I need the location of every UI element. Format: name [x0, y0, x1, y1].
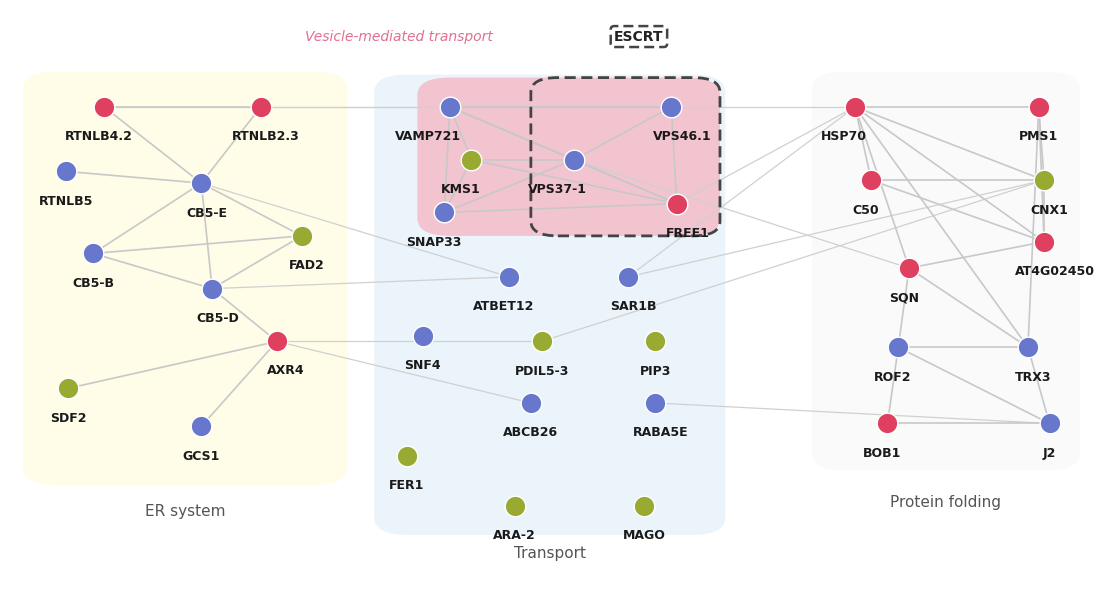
Point — [60, 383, 77, 393]
Text: PIP3: PIP3 — [639, 365, 671, 378]
Text: RTNLB5: RTNLB5 — [39, 195, 94, 208]
Text: ER system: ER system — [144, 504, 225, 519]
Text: ABCB26: ABCB26 — [504, 426, 559, 439]
Text: C50: C50 — [853, 204, 879, 217]
Text: ROF2: ROF2 — [874, 370, 911, 383]
Text: RTNLB2.3: RTNLB2.3 — [233, 130, 300, 143]
Point — [900, 263, 918, 273]
Text: FER1: FER1 — [389, 479, 424, 492]
Text: AT4G02450: AT4G02450 — [1015, 265, 1095, 278]
Text: FAD2: FAD2 — [290, 259, 325, 272]
Text: CB5-E: CB5-E — [186, 207, 227, 220]
Text: ARA-2: ARA-2 — [494, 529, 536, 542]
Point — [95, 102, 112, 112]
Point — [636, 501, 653, 510]
Point — [268, 337, 285, 346]
Text: KMS1: KMS1 — [441, 183, 480, 196]
Point — [662, 102, 680, 112]
Text: BOB1: BOB1 — [863, 447, 901, 460]
Point — [1035, 176, 1052, 185]
FancyBboxPatch shape — [375, 75, 725, 535]
Point — [878, 419, 896, 428]
Text: VPS37-1: VPS37-1 — [528, 183, 587, 196]
Point — [463, 155, 480, 164]
Text: TRX3: TRX3 — [1015, 370, 1051, 383]
Text: SQN: SQN — [888, 292, 919, 305]
Point — [1035, 237, 1052, 246]
Text: SNAP33: SNAP33 — [406, 236, 462, 249]
Text: MAGO: MAGO — [623, 529, 666, 542]
Text: J2: J2 — [1042, 447, 1056, 460]
Point — [863, 176, 880, 185]
Text: CB5-B: CB5-B — [73, 277, 115, 290]
Point — [619, 272, 637, 282]
FancyBboxPatch shape — [23, 72, 347, 485]
Point — [293, 231, 311, 240]
Text: VAMP721: VAMP721 — [396, 130, 462, 143]
Point — [435, 208, 453, 217]
Point — [414, 331, 432, 340]
Text: SNF4: SNF4 — [404, 359, 441, 372]
Text: ESCRT: ESCRT — [614, 29, 663, 44]
Text: HSP70: HSP70 — [821, 130, 867, 143]
Text: CNX1: CNX1 — [1030, 204, 1069, 217]
Text: PDIL5-3: PDIL5-3 — [515, 365, 569, 378]
Point — [1019, 343, 1037, 352]
Text: Protein folding: Protein folding — [890, 495, 1002, 510]
FancyBboxPatch shape — [418, 78, 720, 236]
Point — [846, 102, 864, 112]
FancyBboxPatch shape — [812, 72, 1080, 471]
Point — [1030, 102, 1048, 112]
Point — [889, 343, 907, 352]
Text: GCS1: GCS1 — [183, 450, 220, 463]
Point — [57, 167, 75, 176]
Point — [252, 102, 270, 112]
Text: VPS46.1: VPS46.1 — [652, 130, 712, 143]
Text: Vesicle-mediated transport: Vesicle-mediated transport — [305, 29, 493, 44]
Point — [522, 398, 540, 408]
Text: RABA5E: RABA5E — [633, 426, 689, 439]
Point — [193, 422, 210, 431]
Text: Transport: Transport — [515, 546, 586, 561]
Point — [441, 102, 458, 112]
Point — [398, 451, 415, 461]
Point — [668, 199, 685, 209]
Text: FREE1: FREE1 — [666, 227, 710, 240]
Point — [1040, 419, 1058, 428]
Text: PMS1: PMS1 — [1019, 130, 1058, 143]
Point — [646, 398, 663, 408]
Text: SDF2: SDF2 — [50, 412, 87, 425]
Point — [565, 155, 583, 164]
Point — [646, 337, 663, 346]
Point — [506, 501, 523, 510]
Point — [500, 272, 518, 282]
Point — [533, 337, 551, 346]
Text: SAR1B: SAR1B — [611, 300, 657, 313]
Point — [193, 178, 210, 188]
Point — [85, 249, 102, 258]
Text: AXR4: AXR4 — [267, 363, 304, 377]
Text: ATBET12: ATBET12 — [473, 300, 534, 313]
Text: CB5-D: CB5-D — [196, 312, 239, 325]
Point — [203, 284, 220, 293]
Text: RTNLB4.2: RTNLB4.2 — [65, 130, 132, 143]
